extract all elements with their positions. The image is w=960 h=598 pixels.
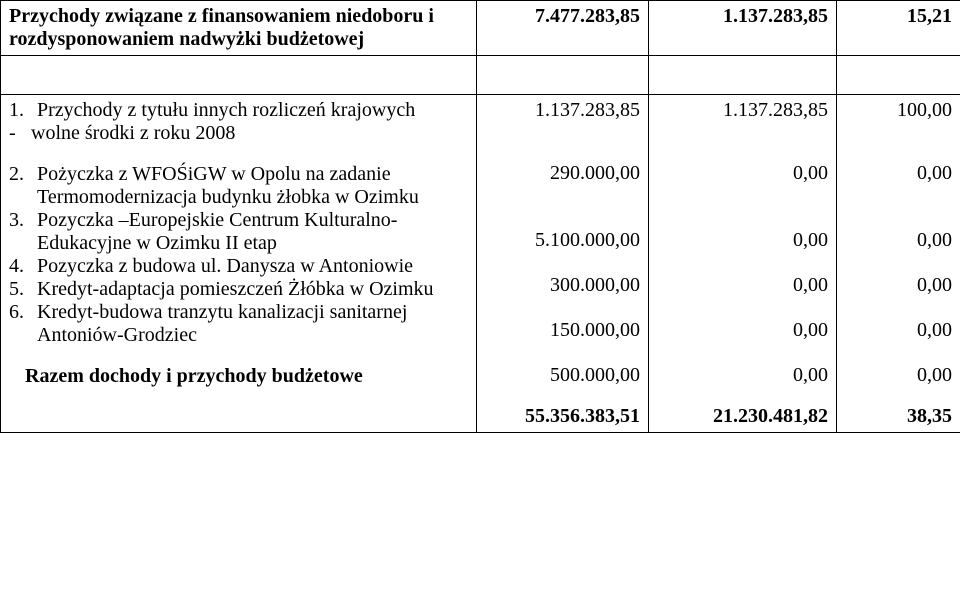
item2: 2. Pożyczka z WFOŚiGW w Opolu na zadanie… [9,163,468,209]
total-v2: 21.230.481,82 [657,405,828,428]
item4-v2: 0,00 [657,274,828,297]
item1-label: Przychody z tytułu innych rozliczeń kraj… [37,99,468,122]
blank-cell [1,56,477,95]
row1-v2: 1.137.283,85 [649,1,837,56]
row1-v3: 15,21 [837,1,960,56]
item1-sub-dash: - [9,122,31,145]
item5-num: 5. [9,278,37,301]
item2-num: 2. [9,163,37,209]
item3-label: Pozyczka –Europejskie Centrum Kulturalno… [37,209,468,255]
item3: 3. Pozyczka –Europejskie Centrum Kultura… [9,209,468,255]
section-v1: 1.137.283,85 290.000,00 5.100.000,00 300… [477,95,649,433]
blank-cell [649,56,837,95]
item5-v2: 0,00 [657,319,828,342]
total-v1: 55.356.383,51 [485,405,640,428]
item2-v3: 0,00 [845,162,952,185]
item4-v3: 0,00 [845,274,952,297]
row1-label: Przychody związane z finansowaniem niedo… [1,1,477,56]
item4: 4. Pozyczka z budowa ul. Danysza w Anton… [9,255,468,278]
item1-sub-label: wolne środki z roku 2008 [31,122,468,145]
item5-v3: 0,00 [845,319,952,342]
section-v3: 100,00 0,00 0,00 0,00 0,00 0,00 38,35 [837,95,960,433]
item2-v1: 290.000,00 [485,162,640,185]
item2-v2: 0,00 [657,162,828,185]
budget-table: Przychody związane z finansowaniem niedo… [0,0,960,433]
item1-v2: 1.137.283,85 [657,99,828,122]
item6-v3: 0,00 [845,364,952,387]
item1: 1. Przychody z tytułu innych rozliczeń k… [9,99,468,122]
item1-num: 1. [9,99,37,122]
item3-v3: 0,00 [845,229,952,252]
table-row: Przychody związane z finansowaniem niedo… [1,1,960,56]
item4-num: 4. [9,255,37,278]
item3-num: 3. [9,209,37,255]
item5-label: Kredyt-adaptacja pomieszczeń Żłóbka w Oz… [37,278,468,301]
item4-v1: 300.000,00 [485,274,640,297]
section-row: 1. Przychody z tytułu innych rozliczeń k… [1,95,960,433]
item1-v3: 100,00 [845,99,952,122]
item3-v2: 0,00 [657,229,828,252]
blank-cell [477,56,649,95]
total-label: Razem dochody i przychody budżetowe [9,365,468,388]
blank-cell [837,56,960,95]
item2-label: Pożyczka z WFOŚiGW w Opolu na zadanie Te… [37,163,468,209]
item1-sub: - wolne środki z roku 2008 [9,122,468,145]
item6-v1: 500.000,00 [485,364,640,387]
item6-num: 6. [9,301,37,347]
section-v2: 1.137.283,85 0,00 0,00 0,00 0,00 0,00 21… [649,95,837,433]
row1-v1: 7.477.283,85 [477,1,649,56]
item6: 6. Kredyt-budowa tranzytu kanalizacji sa… [9,301,468,347]
total-v3: 38,35 [845,405,952,428]
item5-v1: 150.000,00 [485,319,640,342]
item6-label: Kredyt-budowa tranzytu kanalizacji sanit… [37,301,468,347]
item4-label: Pozyczka z budowa ul. Danysza w Antoniow… [37,255,468,278]
item5: 5. Kredyt-adaptacja pomieszczeń Żłóbka w… [9,278,468,301]
section-labels: 1. Przychody z tytułu innych rozliczeń k… [1,95,477,433]
table-row-blank [1,56,960,95]
item3-v1: 5.100.000,00 [485,229,640,252]
item1-v1: 1.137.283,85 [485,99,640,122]
item6-v2: 0,00 [657,364,828,387]
